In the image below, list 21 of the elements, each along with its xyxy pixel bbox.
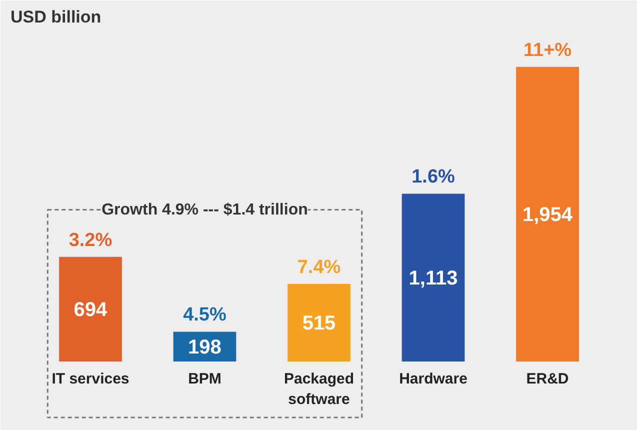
chart-title: USD billion <box>10 8 102 26</box>
data-label: 694 <box>74 299 108 322</box>
bar <box>516 66 579 362</box>
data-label: 515 <box>302 312 336 335</box>
bar <box>288 284 350 362</box>
annotation: 1.6% <box>412 166 456 188</box>
x-tick-label: Packaged software <box>284 370 354 408</box>
x-tick-label: IT services <box>52 370 130 388</box>
annotation: 3.2% <box>68 230 112 251</box>
data-label: 1,954 <box>522 204 574 226</box>
data-label: 1,113 <box>408 268 458 290</box>
x-tick-label: Hardware <box>399 370 468 388</box>
annotation: Growth 4.9% --- $1.4 trillion <box>102 201 308 218</box>
bar <box>59 256 122 362</box>
bar <box>402 194 465 362</box>
annotation: 4.5% <box>183 304 226 326</box>
annotation: 11+% <box>523 40 572 61</box>
x-tick-label: ER&D <box>526 370 569 388</box>
x-tick-label: BPM <box>188 370 222 388</box>
annotation: 7.4% <box>297 256 341 278</box>
data-label: 198 <box>188 336 222 359</box>
